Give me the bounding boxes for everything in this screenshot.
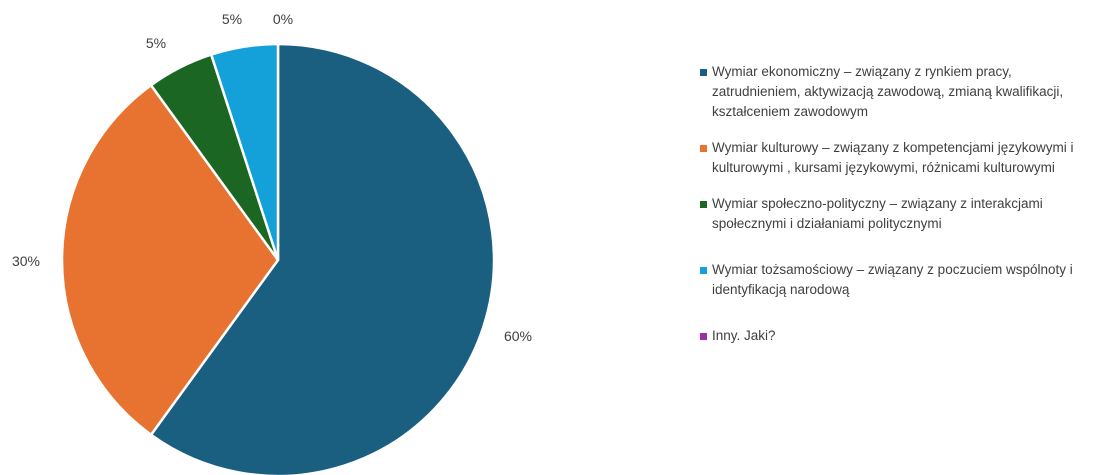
legend-swatch (700, 145, 707, 152)
legend-item: Wymiar kulturowy – związany z kompetencj… (700, 138, 1090, 178)
legend-swatch (700, 333, 707, 340)
pie-chart: 60% 30% 5% 5% 0% (12, 11, 532, 475)
legend-label: Wymiar tożsamościowy – związany z poczuc… (712, 262, 1073, 297)
pie-slice-1 (149, 42, 496, 475)
legend-swatch (700, 267, 707, 274)
pie-label-slice-4: 5% (222, 11, 242, 27)
legend-item: Wymiar tożsamościowy – związany z poczuc… (700, 260, 1090, 300)
legend-swatch (700, 201, 707, 208)
pie-label-slice-3: 5% (146, 35, 166, 51)
legend-item: Inny. Jaki? (700, 326, 1090, 346)
legend-item: Wymiar społeczno-polityczny – związany z… (700, 194, 1090, 234)
chart-legend: Wymiar ekonomiczny – związany z rynkiem … (700, 62, 1090, 346)
legend-swatch (700, 69, 707, 76)
pie-label-slice-2: 30% (12, 253, 40, 269)
pie-slice-4 (210, 42, 280, 262)
legend-label: Wymiar społeczno-polityczny – związany z… (712, 196, 1043, 231)
legend-label: Wymiar ekonomiczny – związany z rynkiem … (712, 64, 1064, 119)
legend-label: Wymiar kulturowy – związany z kompetencj… (712, 140, 1074, 175)
legend-item: Wymiar ekonomiczny – związany z rynkiem … (700, 62, 1090, 122)
pie-slice-2 (60, 84, 280, 436)
pie-label-slice-5: 0% (273, 11, 293, 27)
pie-label-slice-1: 60% (504, 328, 532, 344)
pie-chart-svg: 60% 30% 5% 5% 0% (12, 11, 532, 475)
legend-label: Inny. Jaki? (712, 328, 776, 343)
